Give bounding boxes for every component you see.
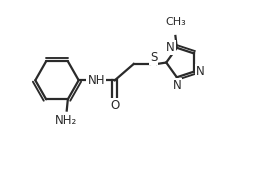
- Text: O: O: [110, 99, 120, 112]
- Text: NH₂: NH₂: [54, 114, 77, 127]
- Text: N: N: [172, 79, 181, 92]
- Text: N: N: [166, 41, 175, 54]
- Text: S: S: [150, 51, 157, 64]
- Text: CH₃: CH₃: [165, 17, 186, 27]
- Text: N: N: [196, 65, 205, 78]
- Text: NH: NH: [88, 74, 105, 87]
